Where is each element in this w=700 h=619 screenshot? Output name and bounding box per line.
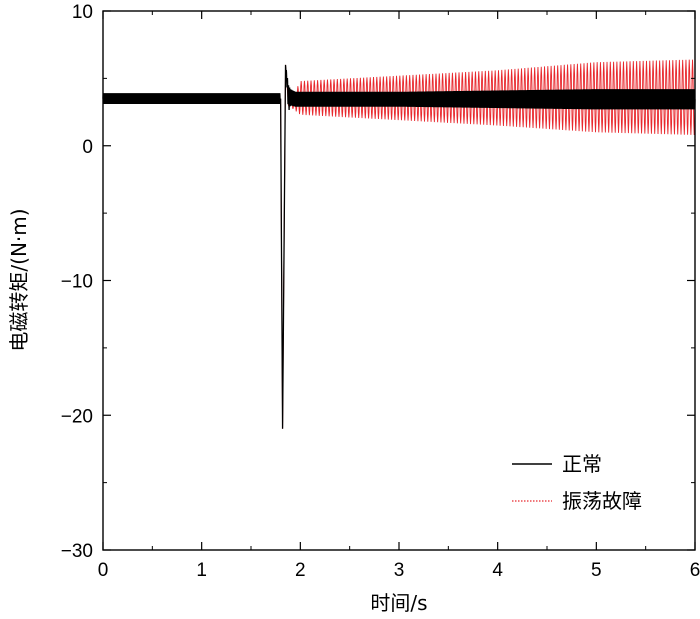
axes-layer: 0 1 2 3 4 5 6 −30 −20 −10 0 10 [61,2,700,581]
x-tick-label: 5 [591,560,602,581]
legend-label-fault: 振荡故障 [562,489,642,513]
y-tick-label: −10 [61,272,93,293]
series-line-normal [102,64,696,429]
x-tick-label: 2 [295,560,306,581]
y-tick-label: −30 [61,541,93,562]
plot-layer [102,59,696,429]
legend-label-normal: 正常 [562,452,602,476]
x-tick-label: 1 [196,560,207,581]
x-tick-label: 0 [98,560,109,581]
x-tick-label: 3 [394,560,405,581]
x-tick-label: 6 [690,560,700,581]
x-tick-label: 4 [492,560,503,581]
x-axis-title: 时间/s [370,591,427,615]
legend: 正常 振荡故障 [512,452,642,513]
series-line-fault [280,59,696,429]
y-tick-label: −20 [61,406,93,427]
y-tick-label: 0 [82,137,93,158]
y-axis-title: 电磁转矩/(N·m) [7,208,31,351]
y-tick-label: 10 [72,2,93,23]
